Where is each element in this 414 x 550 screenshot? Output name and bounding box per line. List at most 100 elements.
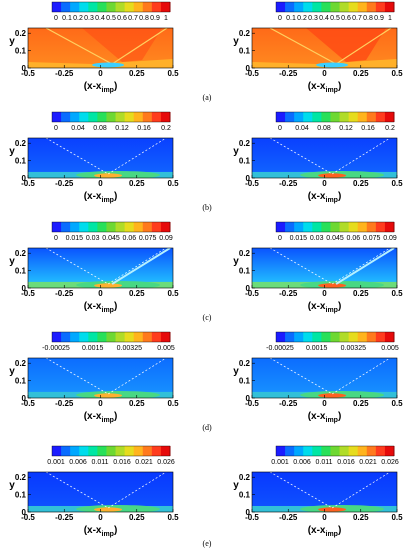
colorbar-swatch: [133, 112, 144, 122]
colorbar-swatch: [133, 332, 144, 342]
colorbar-swatch: [357, 332, 368, 342]
colorbar-swatch: [312, 112, 322, 122]
colorbar-tick-label: 0.015: [66, 235, 84, 242]
panel-c-2: 0 0.015 0.03 0.045 0.06 0.075 0.09 0 0.1 0.2y -0.5…: [233, 221, 403, 314]
panel-e-1: 0.001 0.006 0.011 0.016 0.021 0.026 0 0.1 0.2y -0…: [9, 445, 179, 538]
contour-background: [28, 472, 173, 512]
reflected-shock-line: [331, 138, 391, 175]
y-axis-label: y: [233, 480, 239, 491]
colorbar-tick-label: 0.00325: [341, 345, 366, 352]
colorbar-swatch: [52, 112, 62, 122]
colorbar-swatch: [124, 332, 135, 342]
colorbar-tick-label: 0.0015: [306, 345, 328, 352]
colorbar-swatch: [294, 332, 304, 342]
peak-region: [94, 393, 123, 398]
colorbar-swatch: [97, 222, 107, 232]
contour-background: [252, 138, 397, 178]
separation-bubble: [92, 62, 125, 68]
y-tick-label: 0: [22, 284, 27, 293]
x-tick-label: -0.25: [279, 513, 298, 522]
colorbar-swatch: [97, 112, 107, 122]
x-tick-label: 0: [322, 513, 327, 522]
colorbar-swatch: [151, 112, 162, 122]
colorbar-tick-label: 1: [164, 15, 168, 22]
peak-region: [94, 283, 123, 288]
colorbar-swatch: [97, 332, 107, 342]
x-tick-label: -0.25: [55, 399, 74, 408]
colorbar-frame: [51, 1, 171, 13]
panel-a-2: 0 0.1 0.2 0.3 0.4 0.5 0.6 0.7 0.8 0.9 100.10.2y-0.…: [233, 1, 403, 94]
peak-region: [318, 507, 347, 512]
colorbar-tick-label: 0.7: [352, 15, 362, 22]
colorbar-tick-label: 0.001: [47, 459, 65, 466]
peak-region: [318, 283, 347, 288]
colorbar-tick-label: 0.9: [374, 15, 384, 22]
colorbar-swatch: [160, 332, 171, 342]
colorbar-swatch: [52, 446, 62, 456]
colorbar-tick-label: -0.00025: [266, 345, 294, 352]
colorbar-tick-label: 0.1: [62, 15, 72, 22]
colorbar-swatch: [384, 112, 395, 122]
colorbar-swatch: [124, 2, 135, 12]
x-axis-label: (x-ximp): [308, 525, 342, 538]
colorbar-frame: [51, 331, 171, 343]
colorbar-swatch: [357, 112, 368, 122]
y-tick-label: 0.1: [15, 267, 27, 276]
colorbar-tick-label: 0.0015: [82, 345, 104, 352]
colorbar-tick-label: 0.8: [363, 15, 373, 22]
colorbar-swatch: [276, 332, 286, 342]
reflected-shock-line: [107, 248, 167, 285]
colorbar-swatch: [357, 2, 368, 12]
x-tick-label: 0.5: [167, 179, 179, 188]
colorbar-tick-label: 0.001: [271, 459, 289, 466]
colorbar-tick-label: 1: [388, 15, 392, 22]
reflected-shock-line: [107, 472, 167, 509]
colorbar-swatch: [133, 222, 144, 232]
y-tick-label: 0: [246, 394, 251, 403]
x-tick-label: 0.25: [353, 399, 369, 408]
colorbar-swatch: [330, 112, 341, 122]
x-axis-label: (x-ximp): [308, 411, 342, 424]
x-tick-label: -0.25: [55, 179, 74, 188]
x-tick-label: 0.25: [353, 179, 369, 188]
colorbar-swatch: [321, 222, 331, 232]
colorbar-tick-label: 0.3: [84, 15, 94, 22]
contour-field: [252, 358, 397, 398]
colorbar-swatch: [366, 112, 377, 122]
colorbar-swatch: [61, 446, 71, 456]
colorbar-swatch: [106, 446, 117, 456]
y-tick-label: 0.1: [15, 377, 27, 386]
x-tick-label: -0.5: [21, 399, 35, 408]
colorbar-tick-label: 0.5: [330, 15, 340, 22]
caption-d: (d): [202, 423, 212, 432]
colorbar-swatch: [303, 2, 313, 12]
colorbar-tick-label: 0.1: [286, 15, 296, 22]
y-tick-label: 0.1: [239, 47, 251, 56]
colorbar-swatch: [375, 446, 386, 456]
x-axis-label: (x-ximp): [84, 301, 118, 314]
x-tick-label: 0.25: [353, 289, 369, 298]
colorbar-tick-label: 0.2: [161, 125, 171, 132]
colorbar-tick-label: 0: [278, 235, 282, 242]
colorbar-tick-label: 0.03: [86, 235, 100, 242]
y-tick-label: 0.1: [15, 157, 27, 166]
colorbar-swatch: [142, 446, 153, 456]
colorbar-swatch: [285, 2, 295, 12]
colorbar-tick-label: 0.03: [310, 235, 324, 242]
colorbar-swatch: [321, 2, 331, 12]
colorbar-swatch: [115, 2, 126, 12]
colorbar-swatch: [339, 222, 350, 232]
colorbar-tick-label: 0.005: [381, 345, 399, 352]
colorbar-swatch: [160, 222, 171, 232]
y-tick-label: 0.2: [15, 359, 27, 368]
colorbar-tick-label: 0: [54, 235, 58, 242]
contour-field: [28, 28, 173, 68]
colorbar-swatch: [133, 2, 144, 12]
y-axis-label: y: [9, 146, 15, 157]
incident-shock: [269, 28, 337, 65]
x-tick-label: -0.5: [245, 69, 259, 78]
y-axis-label: y: [233, 146, 239, 157]
x-tick-label: 0.5: [391, 513, 403, 522]
colorbar-tick-label: 0.2: [385, 125, 395, 132]
colorbar-tick-label: 0.015: [290, 235, 308, 242]
